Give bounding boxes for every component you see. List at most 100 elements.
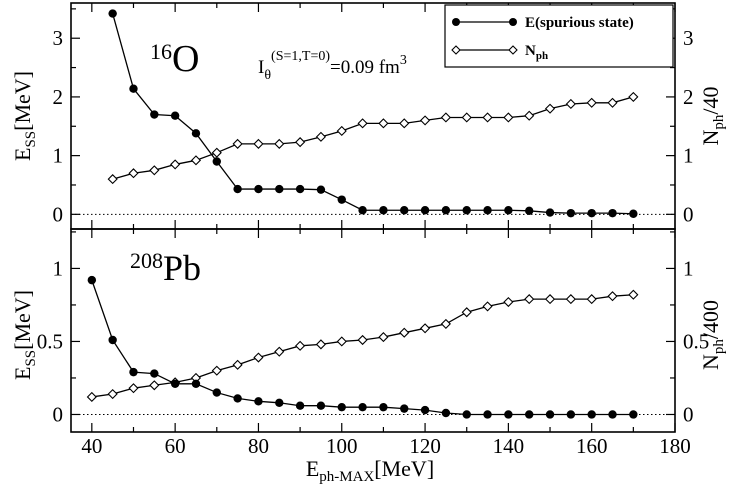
bottom-series-spurious-energy xyxy=(87,275,638,419)
top-point-nph-95 xyxy=(315,131,327,142)
xlabel-tail: [MeV] xyxy=(374,456,434,481)
bottom-point-nph-100 xyxy=(336,336,347,347)
top-point-e-140 xyxy=(504,206,513,215)
bottom-point-e-145 xyxy=(525,410,534,419)
formula-main: I xyxy=(258,57,264,78)
bottom-point-e-140 xyxy=(504,410,513,419)
top-point-nph-170 xyxy=(628,91,639,102)
legend-box xyxy=(444,4,674,68)
top-point-e-150 xyxy=(545,208,555,217)
top-point-e-165 xyxy=(608,208,617,218)
top-point-nph-155 xyxy=(565,98,576,110)
top-point-nph-75 xyxy=(232,138,243,149)
xlabel-main: E xyxy=(306,456,319,481)
top-point-nph-55 xyxy=(149,165,160,176)
top-y2label-main: N xyxy=(698,130,723,146)
top-point-nph-80 xyxy=(253,138,264,149)
top-point-e-50 xyxy=(129,84,138,93)
legend-marker-e-left xyxy=(452,18,460,26)
top-point-e-145 xyxy=(525,206,534,215)
bottom-y-tick-label: 1 xyxy=(53,256,64,280)
bottom-ylabel-tail: [MeV] xyxy=(10,290,35,350)
top-y-axis-title: ESS[MeV] xyxy=(10,71,39,161)
bottom-point-e-95 xyxy=(316,401,326,410)
top-point-nph-110 xyxy=(378,118,389,129)
bottom-point-nph-75 xyxy=(232,359,243,370)
bottom-point-e-85 xyxy=(275,398,284,407)
bottom-point-e-135 xyxy=(483,410,492,419)
legend-label-nph: Nph xyxy=(525,43,548,62)
top-point-e-115 xyxy=(400,206,409,215)
x-tick-label: 100 xyxy=(326,434,358,458)
bottom-point-nph-135 xyxy=(482,301,493,312)
formula-exp: 3 xyxy=(400,53,407,68)
top-point-e-170 xyxy=(629,209,638,218)
bottom-ylabel-main: E xyxy=(10,367,35,380)
top-point-nph-70 xyxy=(211,147,222,158)
bottom-y2-tick-label: 0 xyxy=(683,402,694,426)
panel-bottom-lead: 0 00.5 0.51 140 60 80 100 120 140 160 180 208Pb ES… xyxy=(10,228,727,485)
top-point-e-70 xyxy=(212,157,221,166)
top-y2-axis-title: Nph/40 xyxy=(698,86,727,145)
bottom-point-nph-150 xyxy=(544,294,556,305)
top-axis-ticks: 0 0 1 1 2 2 3 3 xyxy=(53,3,694,229)
top-point-nph-150 xyxy=(544,103,556,114)
bottom-point-e-115 xyxy=(400,404,409,413)
x-tick-label: 140 xyxy=(493,434,525,458)
bottom-point-e-70 xyxy=(212,388,221,397)
bottom-point-e-165 xyxy=(608,410,617,419)
bottom-point-e-120 xyxy=(420,405,430,415)
bottom-y2-tick-label: 1 xyxy=(683,256,694,280)
top-point-e-135 xyxy=(483,206,492,215)
bottom-point-e-80 xyxy=(254,397,263,406)
top-point-nph-165 xyxy=(607,97,618,108)
bottom-y2-axis-title: Nph/400 xyxy=(698,300,727,370)
top-point-e-160 xyxy=(587,208,596,218)
top-series-spurious-energy xyxy=(108,9,638,218)
top-ylabel-main: E xyxy=(10,148,35,161)
top-point-nph-50 xyxy=(128,168,139,179)
bottom-point-e-110 xyxy=(379,402,388,412)
top-y2-tick-label: 2 xyxy=(683,85,694,109)
bottom-point-nph-45 xyxy=(107,388,118,400)
formula-sub: θ xyxy=(264,68,271,83)
top-point-e-155 xyxy=(566,208,576,218)
top-point-e-120 xyxy=(420,206,430,215)
bottom-point-e-50 xyxy=(129,367,138,377)
bottom-point-nph-155 xyxy=(565,294,576,305)
bottom-point-e-65 xyxy=(191,379,201,389)
top-point-e-75 xyxy=(233,184,242,194)
bottom-y2label-tail: /400 xyxy=(698,300,723,339)
bottom-point-e-150 xyxy=(545,410,555,419)
panel-top-oxygen: 0 01 12 23 3 16O Iθ(S=1,T=0)=0.09 fm3 E(spur… xyxy=(10,2,727,230)
top-series-nph xyxy=(107,91,639,185)
top-point-e-80 xyxy=(254,184,263,194)
top-point-nph-115 xyxy=(399,118,410,129)
top-point-e-45 xyxy=(108,9,117,18)
top-y2-tick-label: 0 xyxy=(683,202,694,226)
bottom-point-nph-70 xyxy=(211,365,222,376)
top-ylabel-sub: SS xyxy=(23,131,39,148)
bottom-point-nph-105 xyxy=(357,334,368,346)
legend-marker-nph-left xyxy=(451,45,461,55)
bottom-point-e-55 xyxy=(150,369,159,378)
bottom-y2-tick-label: 0.5 xyxy=(683,329,709,353)
top-point-e-85 xyxy=(275,184,284,194)
bottom-point-e-40 xyxy=(87,275,97,285)
top-nucleus-symbol: O xyxy=(172,38,199,80)
bottom-point-e-90 xyxy=(295,401,305,410)
top-y2-tick-label: 1 xyxy=(683,144,694,168)
bottom-point-e-75 xyxy=(233,394,242,403)
bottom-point-nph-55 xyxy=(149,380,160,391)
bottom-point-nph-80 xyxy=(253,352,264,363)
bottom-point-nph-125 xyxy=(440,318,451,330)
bottom-point-e-170 xyxy=(629,410,638,419)
legend-nph-main: N xyxy=(525,43,536,59)
bottom-point-nph-130 xyxy=(461,307,472,318)
top-y2label-tail: /40 xyxy=(698,86,723,114)
bottom-point-e-60 xyxy=(170,379,180,389)
top-point-e-65 xyxy=(191,129,201,138)
x-tick-label: 160 xyxy=(576,434,608,458)
bottom-y2label-main: N xyxy=(698,354,723,370)
bottom-point-nph-160 xyxy=(586,294,597,305)
